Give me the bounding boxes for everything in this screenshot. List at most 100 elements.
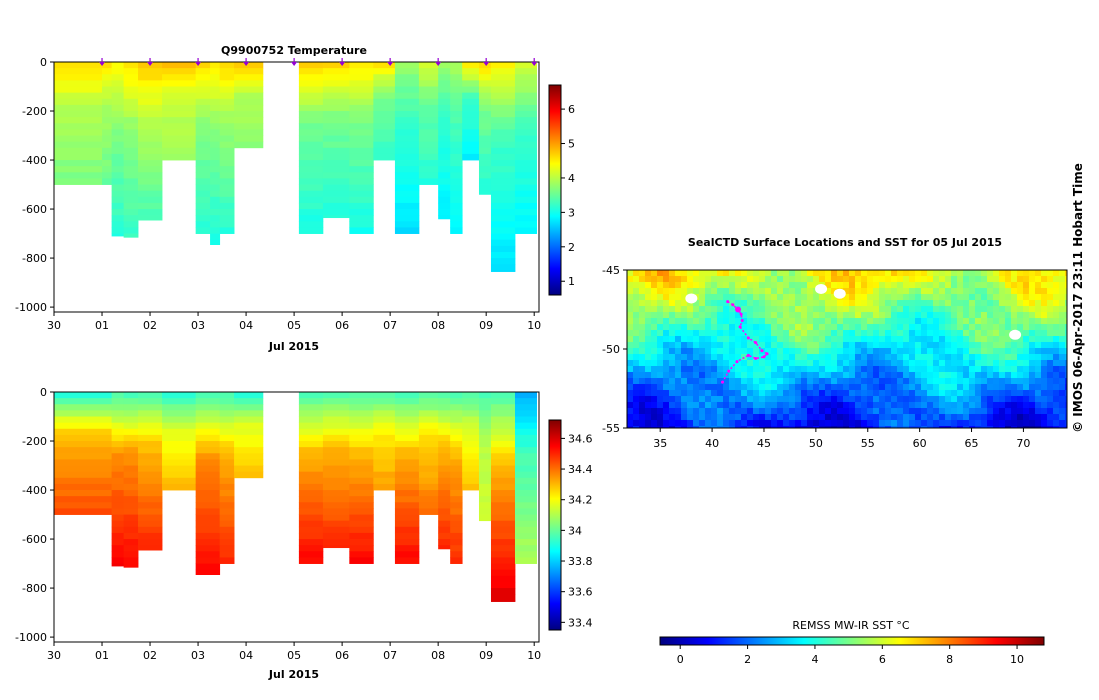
profile-marker-head	[99, 62, 106, 66]
profile-cell	[123, 453, 139, 460]
sst-cell	[777, 348, 784, 355]
sst-cell	[945, 270, 952, 277]
profile-cell	[298, 428, 324, 436]
profile-cell	[438, 86, 451, 94]
sst-cell	[849, 300, 856, 307]
seal-location	[738, 325, 742, 329]
sst-cell	[723, 420, 730, 427]
profile-cell	[219, 104, 235, 112]
profile-cell	[123, 532, 139, 540]
profile-cell	[195, 196, 211, 204]
profile-cell	[138, 68, 163, 75]
sst-cell	[753, 288, 760, 295]
sst-cell	[963, 384, 970, 391]
sst-cell	[1017, 378, 1024, 385]
sst-cell	[789, 312, 796, 319]
profile-cell	[514, 434, 537, 442]
sst-cell	[687, 306, 694, 313]
sst-cell	[711, 426, 718, 428]
profile-cell	[123, 221, 139, 228]
sst-cell	[987, 270, 994, 277]
sst-cell	[1023, 414, 1030, 421]
profile-cell	[394, 539, 420, 546]
profile-cell	[394, 551, 420, 558]
profile-cell	[111, 422, 125, 430]
profile-cell	[349, 539, 374, 546]
temperature-profile	[210, 62, 221, 245]
sst-cell	[1035, 408, 1042, 415]
sst-cell	[927, 396, 934, 403]
sst-cell	[711, 318, 718, 325]
sst-cell	[813, 420, 820, 427]
profile-cell	[123, 447, 139, 454]
sst-cell	[939, 288, 946, 295]
sst-cell	[693, 300, 700, 307]
sst-cell	[633, 300, 640, 307]
sst-cell	[1041, 288, 1048, 295]
sst-cell	[1053, 408, 1060, 415]
sst-cell	[771, 318, 778, 325]
sst-cell	[915, 366, 922, 373]
sst-cell	[891, 348, 898, 355]
profile-cell	[111, 441, 125, 448]
sst-cell	[1035, 402, 1042, 409]
sst-cell	[717, 282, 724, 289]
profile-cell	[322, 104, 350, 112]
sst-cell	[879, 426, 886, 428]
profile-cell	[123, 141, 139, 149]
sst-cell	[819, 300, 826, 307]
profile-cell	[111, 178, 125, 185]
sst-cell	[903, 402, 910, 409]
sst-cell	[717, 420, 724, 427]
sst-cell	[789, 372, 796, 379]
sst-cell	[825, 348, 832, 355]
sst-cell	[633, 270, 640, 277]
profile-cell	[111, 221, 125, 228]
sst-cell	[663, 354, 670, 361]
sst-cell	[969, 330, 976, 337]
profile-cell	[478, 123, 492, 130]
profile-cell	[138, 520, 163, 528]
sst-cell	[855, 312, 862, 319]
profile-cell	[514, 178, 537, 185]
profile-cell	[123, 459, 139, 466]
sst-cell	[855, 318, 862, 325]
sst-cell	[801, 426, 808, 428]
sst-cell	[645, 426, 652, 428]
sst-cell	[795, 402, 802, 409]
sst-cell	[801, 348, 808, 355]
x-tick-label: 07	[383, 649, 397, 662]
profile-cell	[478, 508, 492, 515]
sst-cell	[849, 312, 856, 319]
profile-cell	[394, 453, 420, 460]
sst-cell	[927, 342, 934, 349]
profile-cell	[438, 545, 451, 550]
profile-cell	[462, 471, 480, 479]
sst-cell	[897, 276, 904, 283]
sst-cell	[663, 324, 670, 331]
sst-cell	[735, 348, 742, 355]
profile-cell	[349, 111, 374, 118]
sst-cell	[663, 270, 670, 277]
sst-cell	[891, 276, 898, 283]
profile-cell	[514, 520, 537, 528]
sst-cell	[819, 420, 826, 427]
map-x-tick-label: 35	[653, 437, 667, 450]
sst-cell	[795, 342, 802, 349]
sst-cell	[783, 300, 790, 307]
sst-cell	[957, 282, 964, 289]
sst-cell	[627, 312, 634, 319]
seal-track-line	[721, 300, 769, 383]
sst-cell	[855, 282, 862, 289]
sst-cell	[939, 318, 946, 325]
profile-cell	[234, 135, 264, 143]
profile-cell	[54, 404, 113, 411]
profile-cell	[478, 141, 492, 149]
sst-cell	[753, 372, 760, 379]
sst-cell	[1005, 336, 1012, 343]
sst-cell	[963, 396, 970, 403]
sst-cell	[687, 282, 694, 289]
sst-cell	[729, 420, 736, 427]
profile-cell	[322, 459, 350, 466]
profile-cell	[219, 172, 235, 179]
